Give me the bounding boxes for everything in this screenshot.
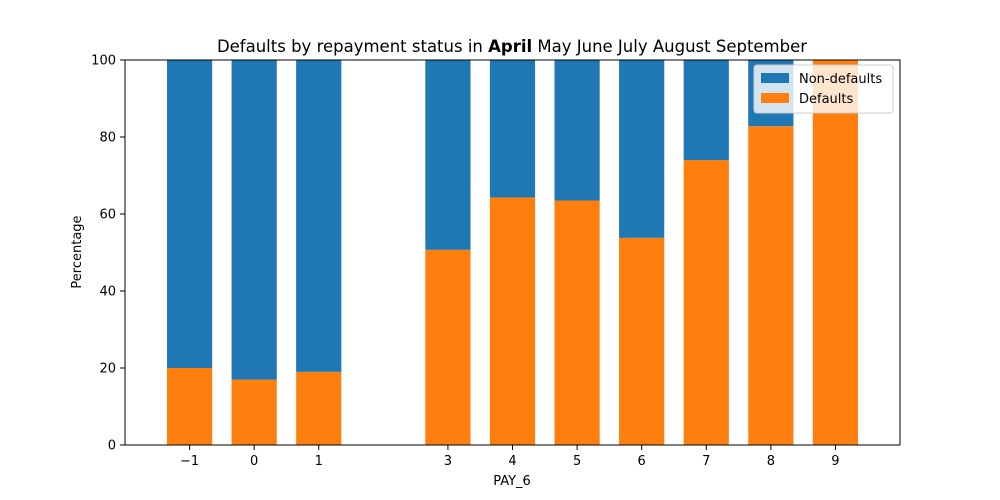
y-axis-label: Percentage (70, 215, 85, 288)
legend-label-1: Defaults (799, 92, 853, 107)
y-tick-label-3: 60 (99, 208, 116, 223)
chart-title-prefix: Defaults by repayment status in (217, 37, 488, 56)
bar-non-defaults-3 (425, 60, 471, 250)
x-tick-label-0: −1 (180, 454, 199, 469)
bar-defaults-1 (231, 379, 277, 445)
bar-non-defaults-4 (489, 60, 536, 198)
bar-non-defaults-6 (619, 60, 665, 238)
x-tick-label-3: 3 (444, 454, 452, 469)
bar-defaults-0 (166, 368, 213, 445)
x-tick-label-2: 1 (315, 454, 323, 469)
x-tick-label-6: 6 (638, 454, 646, 469)
bar-defaults-7 (683, 160, 729, 445)
bar-defaults-8 (748, 126, 794, 445)
x-tick-label-1: 0 (250, 454, 258, 469)
bars-layer (166, 60, 859, 445)
x-tick-label-4: 4 (508, 454, 516, 469)
y-tick-label-4: 80 (99, 131, 116, 146)
legend-label-0: Non-defaults (799, 72, 882, 87)
x-axis: −1 0 1 3 4 5 6 7 8 9 (180, 445, 840, 469)
chart-title: Defaults by repayment status in April Ma… (217, 37, 807, 56)
x-tick-label-7: 7 (702, 454, 710, 469)
y-tick-label-0: 0 (108, 439, 116, 454)
y-tick-label-5: 100 (91, 54, 116, 69)
bar-defaults-3 (425, 249, 471, 445)
y-tick-label-2: 40 (99, 285, 116, 300)
x-axis-label: PAY_6 (493, 474, 531, 489)
legend-swatch-0 (761, 73, 789, 83)
bar-non-defaults-5 (554, 60, 600, 201)
y-tick-label-1: 20 (99, 362, 116, 377)
bar-defaults-9 (812, 60, 859, 445)
bar-non-defaults-0 (166, 60, 213, 368)
legend: Non-defaults Defaults (753, 64, 894, 114)
chart-title-rest: May June July August September (532, 37, 807, 56)
y-axis: 0 20 40 60 80 100 (91, 54, 125, 454)
bar-non-defaults-2 (296, 60, 342, 372)
bar-defaults-2 (296, 371, 342, 445)
bar-defaults-4 (489, 197, 536, 445)
x-tick-label-8: 8 (767, 454, 775, 469)
x-tick-label-9: 9 (831, 454, 839, 469)
bar-non-defaults-7 (683, 60, 729, 161)
legend-swatch-1 (761, 93, 789, 103)
bar-defaults-6 (619, 237, 665, 445)
chart-title-highlight: April (488, 37, 532, 56)
plot-frame (124, 59, 901, 446)
bar-defaults-5 (554, 200, 600, 445)
bar-non-defaults-1 (231, 60, 277, 380)
x-tick-label-5: 5 (573, 454, 581, 469)
